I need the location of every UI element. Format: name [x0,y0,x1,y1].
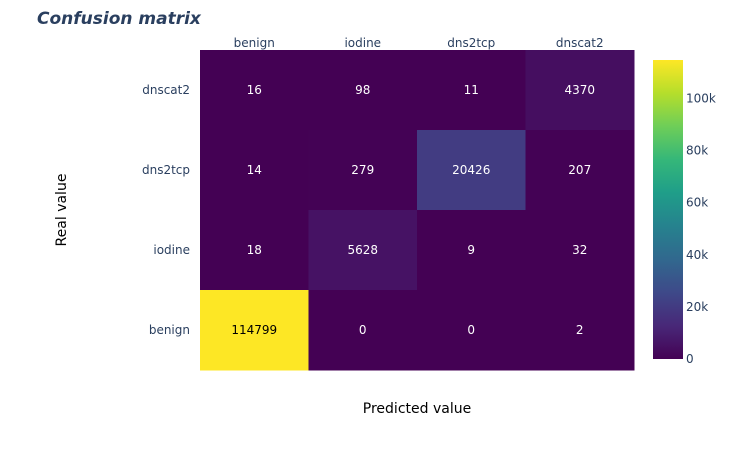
x-tick-label: benign [234,36,275,50]
cell-value-label: 207 [568,163,591,177]
colorbar [653,60,683,359]
x-tick-labels: benign iodine dns2tcp dnscat2 [234,36,604,50]
y-tick-label: dnscat2 [142,83,190,97]
cell-value-label: 98 [355,83,370,97]
y-tick-labels: dnscat2 dns2tcp iodine benign [142,83,190,337]
heatmap-cell [525,130,635,211]
heatmap-cell [308,210,418,291]
heatmap-cell [308,50,418,131]
y-tick-label: iodine [153,243,190,257]
y-tick-label: dns2tcp [142,163,190,177]
cell-value-label: 5628 [347,243,378,257]
cell-value-label: 11 [464,83,479,97]
x-axis-label: Predicted value [363,401,471,417]
cell-value-label: 18 [247,243,262,257]
cell-value-label: 14 [247,163,262,177]
x-tick-label: iodine [344,36,381,50]
heatmap-cell [417,130,526,211]
heatmap-cell [525,290,635,371]
colorbar-tick-label: 40k [686,248,708,262]
colorbar-tick-label: 0 [686,352,694,366]
y-axis-label: Real value [54,174,70,247]
heatmap-cell [200,210,309,291]
cell-value-label: 279 [351,163,374,177]
colorbar-tick-label: 20k [686,300,708,314]
cell-value-label: 0 [467,323,475,337]
chart-title: Confusion matrix [37,9,202,29]
heatmap-cell [417,210,526,291]
colorbar-tick-label: 80k [686,144,708,158]
heatmap-cell [308,130,418,211]
x-tick-label: dnscat2 [556,36,604,50]
cell-value-label: 0 [359,323,367,337]
heatmap-cells: 16 98 11 4370 14 279 20426 207 18 5628 9 32 114799 0 0… [200,50,635,371]
cell-value-label: 20426 [452,163,490,177]
heatmap-cell [417,290,526,371]
heatmap-cell [200,290,309,371]
heatmap-cell [308,290,418,371]
y-tick-label: benign [149,323,190,337]
colorbar-tick-labels: 0 20k 40k 60k 80k 100k [686,92,716,366]
cell-value-label: 2 [576,323,584,337]
cell-value-label: 16 [247,83,262,97]
heatmap-cell [525,210,635,291]
heatmap-cell [525,50,635,131]
cell-value-label: 114799 [231,323,277,337]
cell-value-label: 4370 [564,83,595,97]
x-tick-label: dns2tcp [447,36,495,50]
colorbar-tick-label: 100k [686,92,716,106]
heatmap-cell [200,50,309,131]
colorbar-tick-label: 60k [686,196,708,210]
heatmap-cell [417,50,526,131]
cell-value-label: 9 [467,243,475,257]
cell-value-label: 32 [572,243,587,257]
heatmap-cell [200,130,309,211]
